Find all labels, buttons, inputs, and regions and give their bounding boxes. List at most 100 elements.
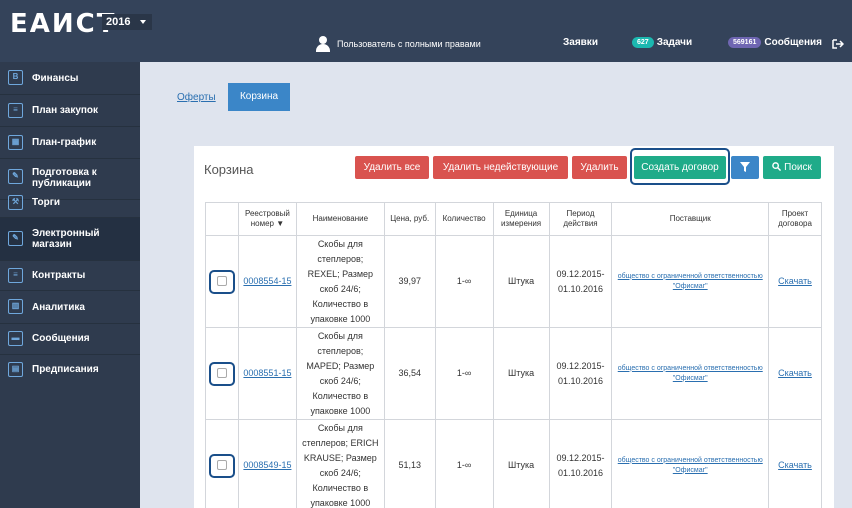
period-header: Период действия: [548, 202, 613, 236]
reg-number-link[interactable]: 0008554-15: [243, 276, 292, 286]
hammer-icon: ⚒: [8, 195, 23, 210]
unit-cell: Штука: [492, 235, 550, 328]
supplier-header: Поставщик: [611, 202, 770, 236]
messages-link[interactable]: 569161 Сообщения: [728, 37, 822, 48]
quantity-cell: 1-∞: [434, 235, 494, 328]
name-cell: Скобы для степлеров; ERICH KRAUSE; Разме…: [295, 419, 385, 508]
table-row: 0008554-15 Скобы для степлеров; REXEL; Р…: [205, 235, 822, 328]
row-checkbox[interactable]: [216, 367, 227, 378]
sidebar-item-label: План-график: [32, 137, 97, 148]
app-logo[interactable]: ЕАИСТ: [10, 9, 117, 39]
sidebar-item-e-store[interactable]: ✎ Электронный магазин: [0, 218, 140, 260]
row-checkbox[interactable]: [216, 275, 227, 286]
delete-button[interactable]: Удалить: [572, 156, 627, 179]
filter-button[interactable]: [731, 156, 759, 179]
chart-icon: ▥: [8, 299, 23, 314]
supplier-link[interactable]: общество с ограниченной ответственностью…: [617, 456, 763, 474]
chevron-down-icon: [140, 20, 146, 24]
sidebar-item-prescriptions[interactable]: ▤ Предписания: [0, 355, 140, 385]
clipboard-icon: ▤: [8, 362, 23, 377]
download-link[interactable]: Скачать: [778, 368, 812, 378]
reg-number-link[interactable]: 0008549-15: [243, 460, 292, 470]
supplier-cell: общество с ограниченной ответственностью…: [611, 419, 770, 508]
download-link[interactable]: Скачать: [778, 276, 812, 286]
reg-number-header[interactable]: Реестровый номер ▼: [237, 202, 297, 236]
divider: [0, 260, 140, 261]
user-role: Пользователь с полными правами: [337, 39, 481, 49]
user-info[interactable]: Пользователь с полными правами: [316, 36, 481, 52]
sidebar-item-finance[interactable]: B Финансы: [0, 62, 140, 94]
search-button-label: Поиск: [784, 162, 812, 173]
sidebar-item-analytics[interactable]: ▥ Аналитика: [0, 291, 140, 323]
sidebar-item-publication-prep[interactable]: ✎ Подготовка к публикации: [0, 159, 140, 199]
top-bar: ЕАИСТ 2016 Пользователь с полными правам…: [0, 0, 852, 62]
checkbox-highlight: [208, 453, 235, 478]
delete-invalid-button[interactable]: Удалить недействующие: [433, 156, 568, 179]
document-icon: ≡: [8, 268, 23, 283]
supplier-cell: общество с ограниченной ответственностью…: [611, 235, 770, 328]
sidebar-item-contracts[interactable]: ≡ Контракты: [0, 261, 140, 290]
reg-number-cell: 0008554-15: [237, 235, 297, 328]
finance-icon: B: [8, 70, 23, 85]
download-link[interactable]: Скачать: [778, 460, 812, 470]
calendar-icon: ▦: [8, 135, 23, 150]
supplier-link[interactable]: общество с ограниченной ответственностью…: [617, 364, 763, 382]
sidebar-item-label: Сообщения: [32, 333, 90, 344]
select-cell: [205, 327, 239, 420]
period-cell: 09.12.2015-01.10.2016: [548, 419, 613, 508]
delete-all-button[interactable]: Удалить все: [355, 156, 429, 179]
checkbox-highlight: [208, 361, 235, 386]
quantity-cell: 1-∞: [434, 419, 494, 508]
divider: [0, 217, 140, 218]
supplier-link[interactable]: общество с ограниченной ответственностью…: [617, 272, 763, 290]
price-cell: 39,97: [383, 235, 436, 328]
select-cell: [205, 235, 239, 328]
reg-number-cell: 0008551-15: [237, 327, 297, 420]
message-icon: ▬: [8, 331, 23, 346]
period-cell: 09.12.2015-01.10.2016: [548, 235, 613, 328]
tab-offers[interactable]: Оферты: [177, 92, 216, 103]
table-row: 0008551-15 Скобы для степлеров; MAPED; Р…: [205, 327, 822, 420]
search-button[interactable]: Поиск: [763, 156, 821, 179]
sidebar-item-messages[interactable]: ▬ Сообщения: [0, 324, 140, 354]
logout-icon[interactable]: [832, 39, 844, 49]
sidebar-item-purchase-plan[interactable]: ≡ План закупок: [0, 95, 140, 126]
sidebar-item-label: Финансы: [32, 73, 79, 84]
supplier-cell: общество с ограниченной ответственностью…: [611, 327, 770, 420]
divider: [0, 199, 140, 200]
requests-link[interactable]: Заявки: [563, 37, 598, 48]
checkbox-highlight: [208, 269, 235, 294]
sidebar-item-label: Аналитика: [32, 302, 85, 313]
tasks-link[interactable]: 627 Задачи: [632, 37, 692, 48]
sidebar-item-label: Контракты: [32, 270, 86, 281]
sidebar-item-label: Электронный магазин: [32, 228, 100, 250]
name-header: Наименование: [295, 202, 385, 236]
create-contract-button[interactable]: Создать договор: [634, 156, 726, 179]
divider: [0, 94, 140, 95]
quantity-header: Количество: [434, 202, 494, 236]
sidebar-item-label: Подготовка к публикации: [32, 167, 97, 189]
messages-label: Сообщения: [764, 37, 822, 48]
reg-number-cell: 0008549-15: [237, 419, 297, 508]
name-cell: Скобы для степлеров; REXEL; Размер скоб …: [295, 235, 385, 328]
reg-number-link[interactable]: 0008551-15: [243, 368, 292, 378]
quantity-cell: 1-∞: [434, 327, 494, 420]
price-cell: 51,13: [383, 419, 436, 508]
row-checkbox[interactable]: [216, 459, 227, 470]
sidebar: B Финансы ≡ План закупок ▦ План-график ✎…: [0, 62, 140, 508]
edit-icon: ✎: [8, 231, 23, 246]
select-cell: [205, 419, 239, 508]
filter-icon: [740, 162, 750, 172]
sidebar-item-schedule[interactable]: ▦ План-график: [0, 127, 140, 158]
year-select[interactable]: 2016: [102, 14, 152, 30]
unit-cell: Штука: [492, 419, 550, 508]
sidebar-item-tenders[interactable]: ⚒ Торги: [0, 195, 140, 218]
divider: [0, 354, 140, 355]
sidebar-item-label: Предписания: [32, 364, 99, 375]
tab-cart[interactable]: Корзина: [228, 83, 290, 111]
divider: [0, 290, 140, 291]
sidebar-item-label: Торги: [32, 197, 61, 208]
search-icon: [772, 162, 782, 172]
edit-icon: ✎: [8, 169, 23, 184]
name-cell: Скобы для степлеров; MAPED; Размер скоб …: [295, 327, 385, 420]
